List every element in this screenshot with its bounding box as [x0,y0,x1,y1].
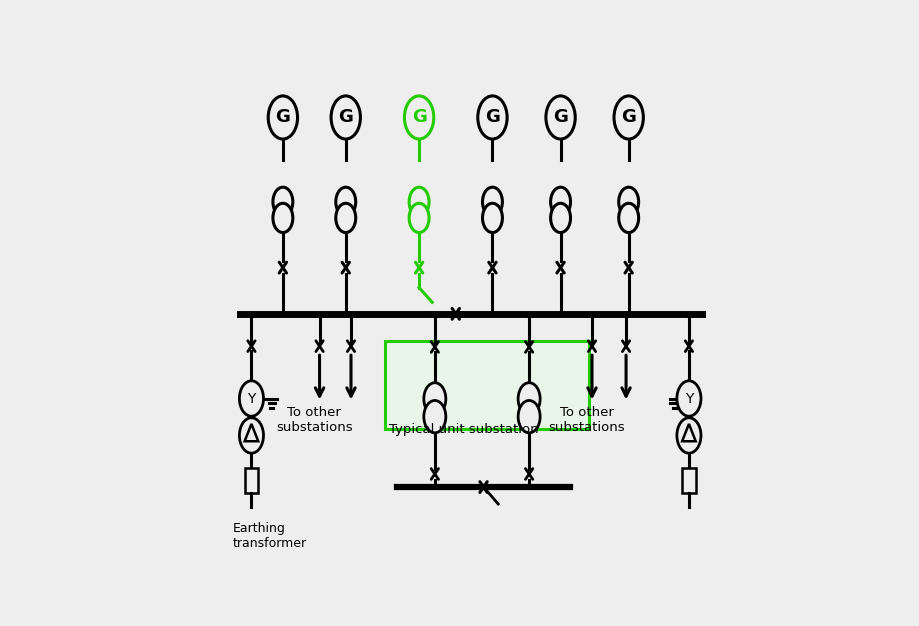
Text: G: G [275,108,290,126]
Ellipse shape [268,96,297,139]
Ellipse shape [618,187,638,217]
Ellipse shape [335,187,356,217]
Text: Y: Y [684,391,692,406]
Text: G: G [552,108,567,126]
Text: To other
substations: To other substations [548,406,624,434]
Ellipse shape [676,381,700,416]
Ellipse shape [239,418,263,453]
Bar [385,341,589,429]
Ellipse shape [482,187,502,217]
Bar [681,468,695,493]
Text: To other
substations: To other substations [276,406,352,434]
Ellipse shape [273,203,292,232]
Ellipse shape [517,401,539,433]
Text: G: G [484,108,499,126]
Ellipse shape [424,401,446,433]
Ellipse shape [239,381,263,416]
Bar [244,468,258,493]
Ellipse shape [550,203,570,232]
Ellipse shape [482,203,502,232]
Ellipse shape [404,96,433,139]
Text: Y: Y [247,391,255,406]
Ellipse shape [550,187,570,217]
Text: G: G [338,108,353,126]
Ellipse shape [517,382,539,415]
Text: G: G [411,108,426,126]
Ellipse shape [477,96,506,139]
Ellipse shape [409,203,428,232]
Ellipse shape [273,187,292,217]
Text: G: G [620,108,635,126]
Ellipse shape [335,203,356,232]
Ellipse shape [676,418,700,453]
Ellipse shape [613,96,642,139]
Text: Earthing
transformer: Earthing transformer [233,523,306,550]
Ellipse shape [618,203,638,232]
Ellipse shape [424,382,446,415]
Ellipse shape [331,96,360,139]
Ellipse shape [545,96,574,139]
Ellipse shape [409,187,428,217]
Text: Typical unit substation: Typical unit substation [389,423,539,436]
